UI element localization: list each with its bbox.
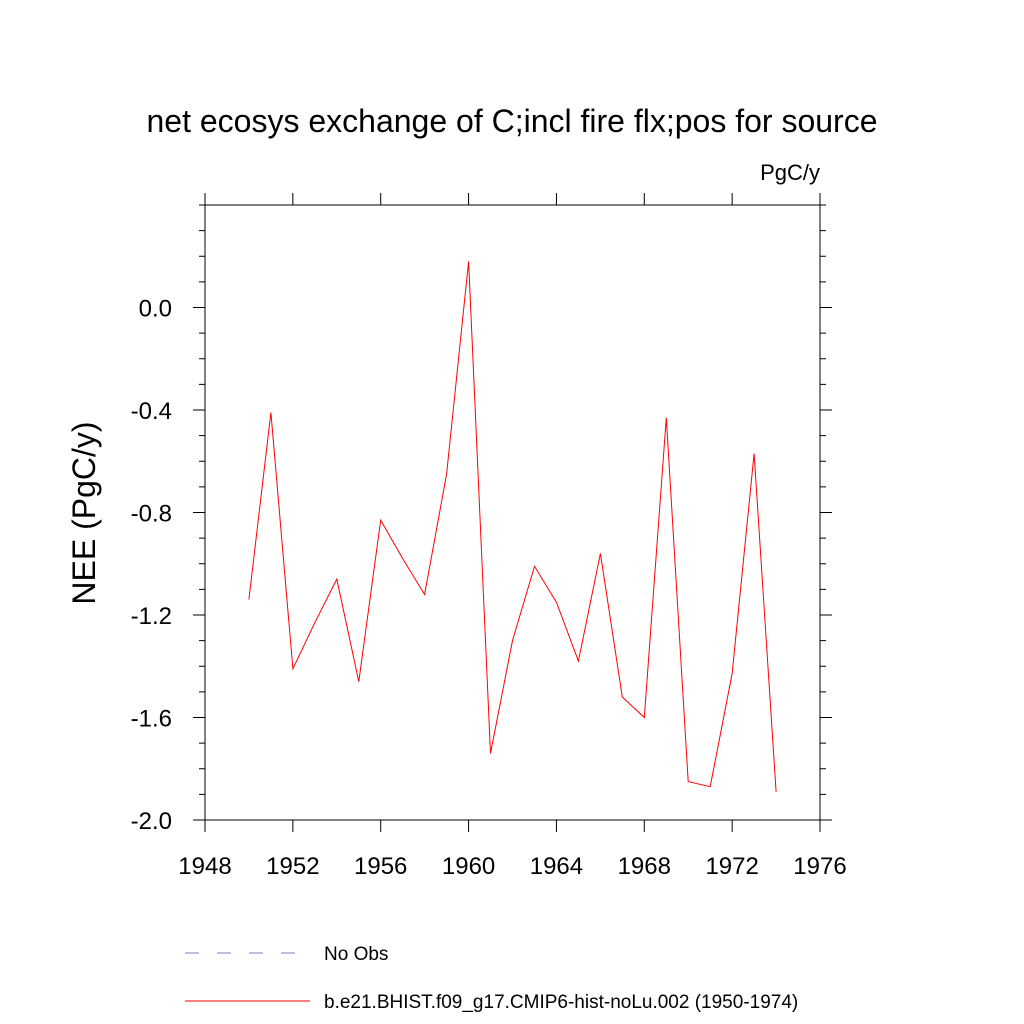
x-tick-labels: 1948 1952 1956 1960 1964 1968 1972 1976 xyxy=(178,853,846,880)
x-tick-label: 1976 xyxy=(793,853,846,880)
legend-label-no-obs: No Obs xyxy=(324,944,388,965)
y-tick-label: -0.4 xyxy=(131,398,172,425)
y-tick-label: -1.2 xyxy=(131,603,172,630)
y-axis-label: NEE (PgC/y) xyxy=(66,421,102,604)
x-tick-label: 1960 xyxy=(442,853,495,880)
y-tick-label: -0.8 xyxy=(131,501,172,528)
units-label: PgC/y xyxy=(760,160,820,185)
x-tick-label: 1956 xyxy=(354,853,407,880)
y-tick-label: -1.6 xyxy=(131,706,172,733)
x-tick-label: 1968 xyxy=(618,853,671,880)
x-tick-label: 1948 xyxy=(178,853,231,880)
y-tick-label: 0.0 xyxy=(139,296,172,323)
y-tick-label: -2.0 xyxy=(131,808,172,835)
series-line xyxy=(248,261,777,792)
x-tick-label: 1964 xyxy=(530,853,583,880)
x-tick-label: 1972 xyxy=(705,853,758,880)
legend: No Obs b.e21.BHIST.f09_g17.CMIP6-hist-no… xyxy=(185,944,798,1013)
axis-ticks xyxy=(193,193,832,832)
x-tick-label: 1952 xyxy=(266,853,319,880)
y-tick-labels: -2.0 -1.6 -1.2 -0.8 -0.4 0.0 xyxy=(131,296,172,836)
series-layer xyxy=(248,261,777,792)
plot-frame xyxy=(204,204,821,821)
chart-title: net ecosys exchange of C;incl fire flx;p… xyxy=(146,103,877,139)
legend-label-model-run: b.e21.BHIST.f09_g17.CMIP6-hist-noLu.002 … xyxy=(324,992,798,1013)
